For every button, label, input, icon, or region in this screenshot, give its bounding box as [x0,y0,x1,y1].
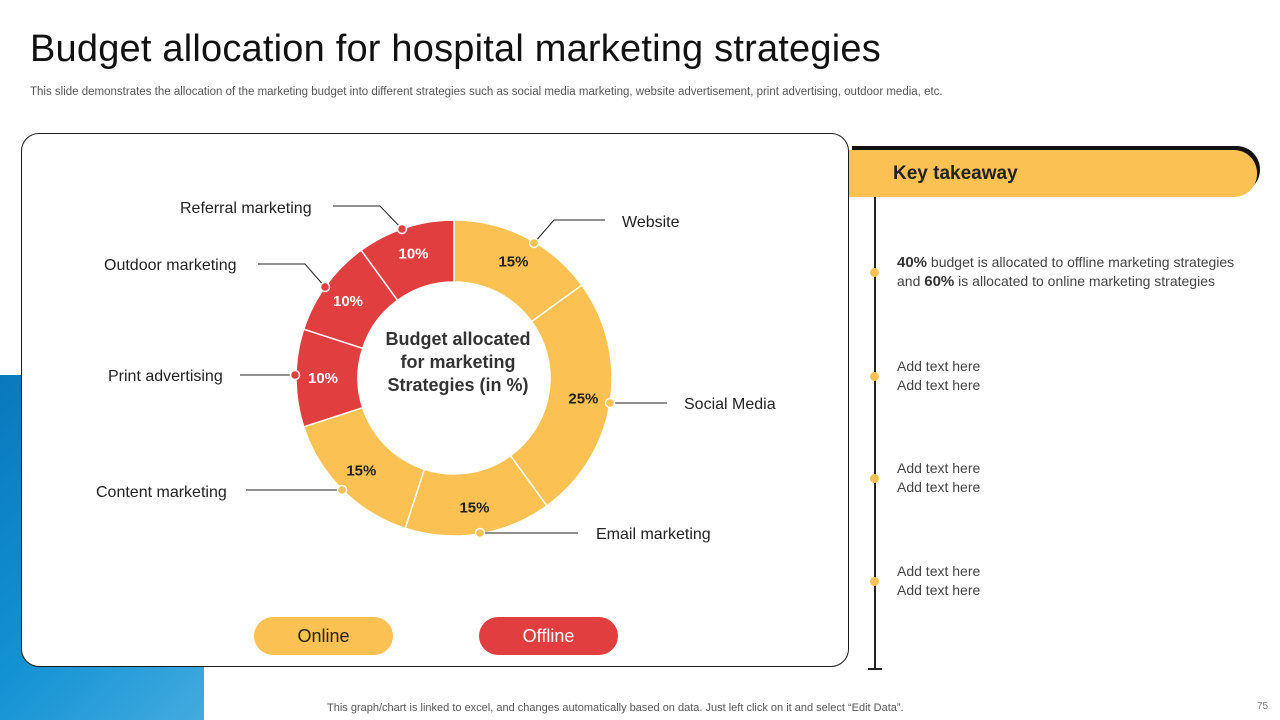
page-number: 75 [1257,701,1269,712]
slice-value-label: 15% [498,253,528,270]
slice-category-label: Referral marketing [180,200,312,217]
slice-category-label: Content marketing [96,484,227,501]
leader-line [258,263,326,288]
timeline-dot [870,268,879,277]
leader-dot [528,237,540,249]
slice-value-label: 10% [333,293,363,310]
donut-slice-social-media[interactable] [509,284,613,507]
timeline-dot [870,577,879,586]
slice-category-label: Outdoor marketing [104,257,237,274]
slice-value-label: 10% [399,245,429,262]
leader-dot [289,369,301,381]
takeaway-item-3[interactable]: Add text here Add text here [897,459,1267,497]
timeline-end-cap [868,668,882,670]
takeaway-item-4[interactable]: Add text here Add text here [897,562,1267,600]
leader-dot [396,223,408,235]
takeaway-text: budget is allocated to offline marketing… [927,254,1235,270]
leader-dot [474,527,486,539]
slice-category-label: Print advertising [108,368,223,385]
donut-slice-referral-marketing[interactable] [360,219,455,302]
placeholder-text: Add text here [897,358,981,374]
footer-note: This graph/chart is linked to excel, and… [327,702,904,714]
timeline-dot [870,372,879,381]
slice-value-label: 10% [308,370,338,387]
leader-dot [336,484,348,496]
takeaway-item-2[interactable]: Add text here Add text here [897,357,1267,395]
slice-category-label: Website [622,214,680,231]
donut-center-label: Strategies (in %) [387,375,528,395]
slice-value-label: 15% [459,499,489,516]
slice-value-label: 25% [568,390,598,407]
slide-subtitle: This slide demonstrates the allocation o… [30,86,943,98]
placeholder-text: Add text here [897,460,981,476]
donut-center-label: Budget allocated [385,329,530,349]
slice-category-label: Social Media [684,396,776,413]
leader-dot [604,397,616,409]
takeaway-text: and [897,273,925,289]
online-percent: 60% [924,273,955,290]
slide-title: Budget allocation for hospital marketing… [30,28,881,70]
leader-line [533,219,605,244]
slice-value-label: 15% [346,463,376,480]
placeholder-text: Add text here [897,582,981,598]
leader-dot [319,281,331,293]
placeholder-text: Add text here [897,377,981,393]
key-takeaway-title: Key takeaway [893,162,1018,184]
placeholder-text: Add text here [897,479,981,495]
timeline-line [874,197,876,669]
placeholder-text: Add text here [897,563,981,579]
offline-percent: 40% [897,254,928,271]
takeaway-item-1: 40% budget is allocated to offline marke… [897,253,1267,291]
leader-line [333,205,403,230]
takeaway-text: is allocated to online marketing strateg… [954,273,1215,289]
slice-category-label: Email marketing [596,526,711,543]
key-takeaway-header: Key takeaway [849,150,1257,197]
legend-online-pill: Online [254,617,393,655]
timeline-dot [870,474,879,483]
legend-offline-pill: Offline [479,617,618,655]
donut-center-label: for marketing [400,352,515,372]
